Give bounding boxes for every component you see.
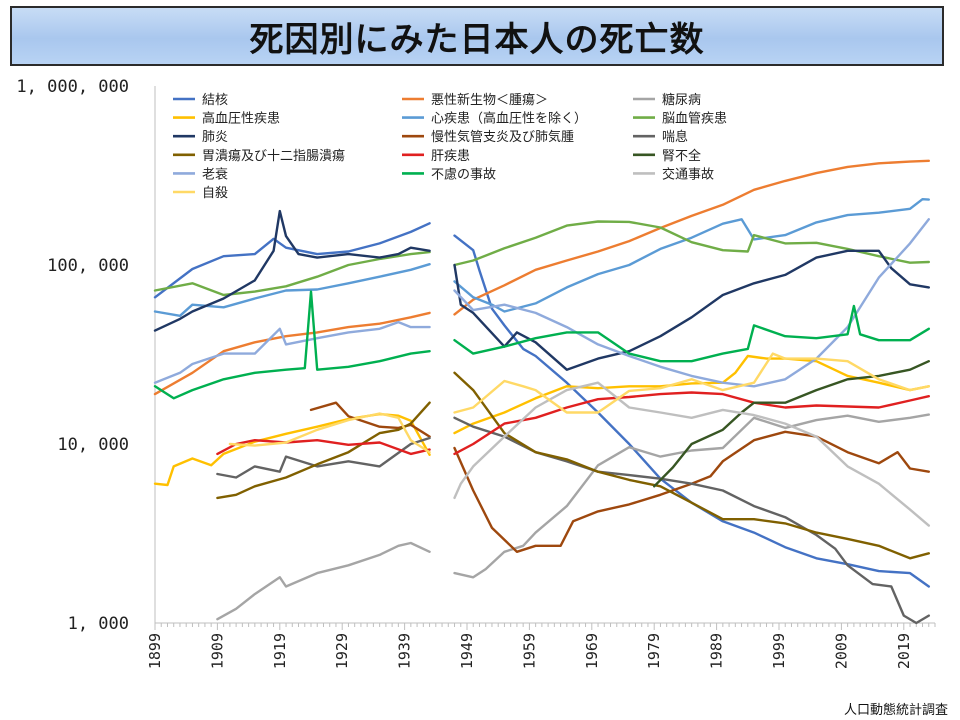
title-banner: 死因別にみた日本人の死亡数 <box>10 6 944 66</box>
legend-label: 自殺 <box>202 186 228 201</box>
series-line-10-0 <box>216 439 431 456</box>
series-line-6-0 <box>153 209 431 332</box>
x-tick-label: 1919 <box>271 633 289 669</box>
y-tick-label: 1, 000, 000 <box>16 77 129 97</box>
x-tick-label: 1999 <box>770 633 788 669</box>
series-line-8-1 <box>453 416 930 625</box>
y-tick-label: 10, 000 <box>57 435 129 455</box>
legend-label: 喘息 <box>662 129 688 145</box>
x-tick-label: 2009 <box>832 633 850 669</box>
series-line-13-0 <box>153 290 431 400</box>
legend-label: 心疾患（高血圧性を除く） <box>431 111 587 127</box>
axes: 1, 000 10, 000 100, 000 1, 000, 000 1899 1909… <box>16 77 936 669</box>
series-line-6-1 <box>453 249 930 371</box>
legend-label: 不慮の事故 <box>431 167 496 182</box>
x-tick-label: 1989 <box>708 633 726 669</box>
legend-label: 悪性新生物＜腫瘍＞ <box>431 92 548 108</box>
series-line-2-1 <box>453 413 930 579</box>
legend-label: 結核 <box>202 93 228 108</box>
series-line-1-1 <box>453 159 930 316</box>
series-line-5-0 <box>153 250 431 297</box>
series-line-0-1 <box>453 234 930 588</box>
series-line-12-1 <box>453 218 930 388</box>
series-line-7-0 <box>309 401 431 438</box>
legend-label: 脳血管疾患 <box>662 112 727 127</box>
series-layer <box>153 159 930 625</box>
series-line-3-0 <box>153 412 431 487</box>
series-line-14-0 <box>453 381 930 527</box>
y-tick-label: 1, 000 <box>68 614 129 634</box>
legend-label: 糖尿病 <box>662 92 701 108</box>
legend-label: 肝疾患 <box>431 149 470 164</box>
y-tick-label: 100, 000 <box>47 256 129 276</box>
series-line-2-0 <box>216 541 431 621</box>
legend-label: 肺炎 <box>202 130 228 145</box>
x-tick-label: 1929 <box>333 633 351 669</box>
series-line-15-1 <box>453 352 930 414</box>
series-line-11-0 <box>653 360 930 488</box>
series-line-12-0 <box>153 320 431 384</box>
series-line-4-1 <box>453 198 930 313</box>
series-line-15-0 <box>228 412 431 454</box>
x-tick-label: 1979 <box>645 633 663 669</box>
source-note: 人口動態統計調査 <box>843 703 948 718</box>
x-tick-label: 1899 <box>146 633 164 669</box>
series-line-4-0 <box>153 263 431 317</box>
x-tick-label: 1969 <box>583 633 601 669</box>
x-tick-label: 1939 <box>396 633 414 669</box>
x-tick-label: 1959 <box>520 633 538 669</box>
legend-label: 胃潰瘍及び十二指腸潰瘍 <box>202 148 345 164</box>
x-tick-label: 1909 <box>208 633 226 669</box>
page-title: 死因別にみた日本人の死亡数 <box>249 19 705 60</box>
legend-label: 慢性気管支炎及び肺気腫 <box>431 129 574 145</box>
series-line-0-0 <box>153 222 431 299</box>
legend-label: 腎不全 <box>662 148 701 164</box>
series-line-5-1 <box>453 220 930 267</box>
legend-label: 交通事故 <box>662 166 714 182</box>
series-line-1-0 <box>153 311 431 396</box>
legend-label: 老衰 <box>202 166 228 182</box>
series-line-10-1 <box>453 391 930 456</box>
legend-label: 高血圧性疾患 <box>202 111 280 127</box>
x-tick-label: 2019 <box>895 633 913 669</box>
series-line-9-1 <box>453 371 930 560</box>
series-line-8-0 <box>216 436 431 479</box>
series-line-13-1 <box>453 304 930 363</box>
x-tick-label: 1949 <box>458 633 476 669</box>
